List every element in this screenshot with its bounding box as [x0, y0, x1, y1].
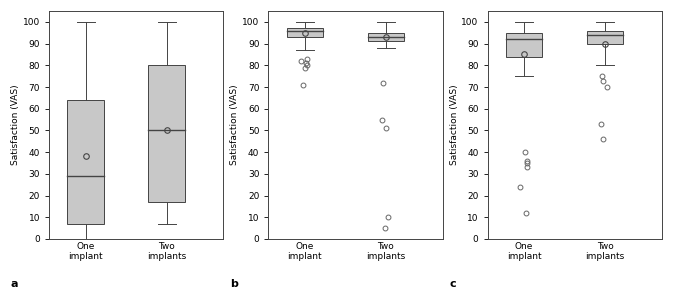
Text: c: c — [450, 279, 456, 289]
FancyBboxPatch shape — [367, 33, 404, 42]
Y-axis label: Satisfaction (VAS): Satisfaction (VAS) — [230, 85, 240, 165]
FancyBboxPatch shape — [149, 65, 185, 202]
FancyBboxPatch shape — [67, 100, 104, 224]
Y-axis label: Satisfaction (VAS): Satisfaction (VAS) — [11, 85, 20, 165]
FancyBboxPatch shape — [587, 31, 623, 44]
Y-axis label: Satisfaction (VAS): Satisfaction (VAS) — [450, 85, 458, 165]
Text: b: b — [230, 279, 238, 289]
FancyBboxPatch shape — [506, 33, 542, 57]
FancyBboxPatch shape — [287, 29, 323, 37]
Text: a: a — [11, 279, 18, 289]
